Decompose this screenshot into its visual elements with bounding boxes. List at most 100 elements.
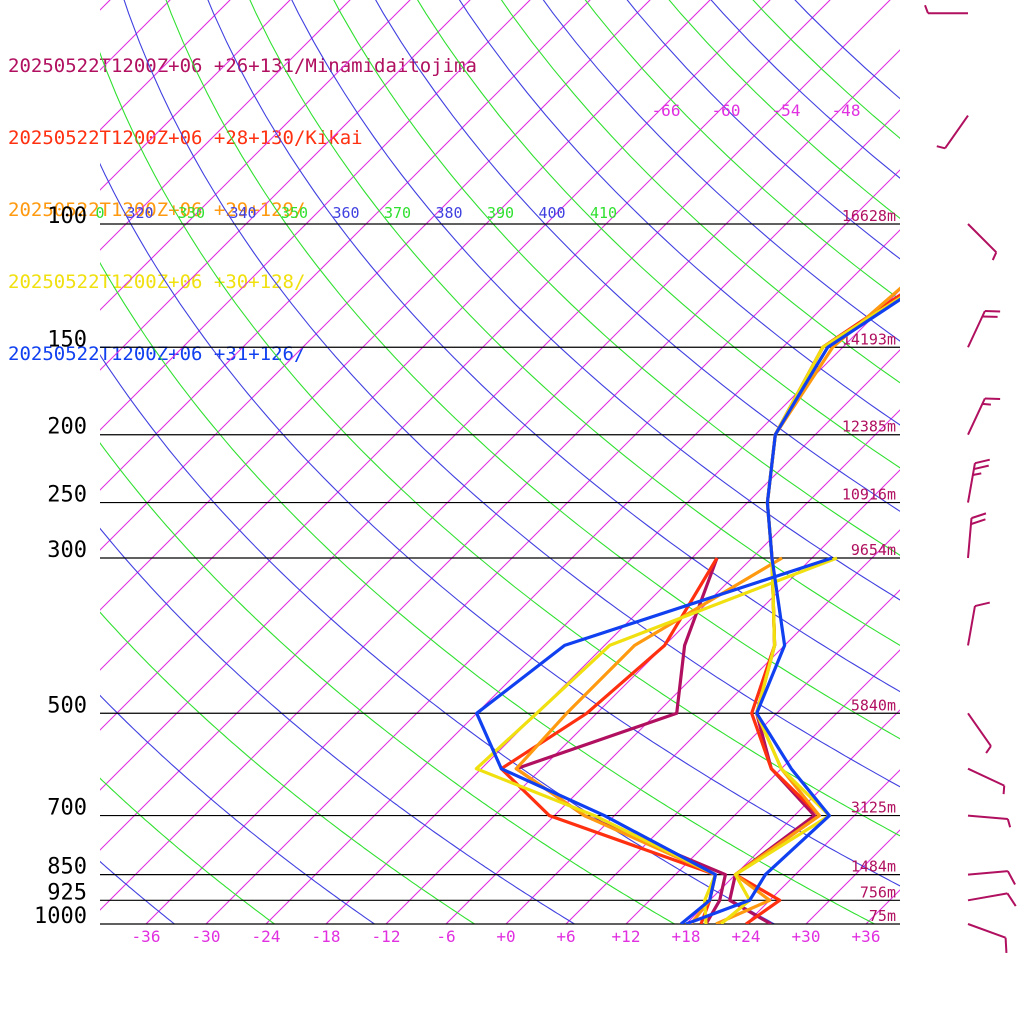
dry-adiabat-line	[416, 0, 900, 469]
isotherm-line	[0, 0, 9, 924]
wind-barb-staff	[967, 310, 986, 348]
dewpoint-line	[474, 556, 838, 924]
isotherm-line	[565, 589, 900, 924]
dry-adiabat-line	[100, 860, 175, 924]
wind-barb-staff	[967, 223, 997, 253]
dewpoint-line	[499, 557, 719, 924]
wind-barb-half	[1006, 818, 1012, 828]
pressure-label: 700	[47, 796, 87, 821]
dry-adiabat-line	[100, 611, 475, 924]
isotherm-line	[445, 469, 900, 924]
wind-barb-staff	[944, 114, 969, 149]
wind-barb-half	[991, 251, 998, 261]
isotherm-line	[0, 0, 69, 924]
pressure-label: 250	[47, 483, 87, 508]
height-label: 5840m	[851, 696, 896, 714]
wind-barb-flag	[973, 464, 989, 471]
wind-barb	[967, 512, 987, 559]
isotherm-line	[385, 409, 900, 924]
isotherm-line	[145, 169, 900, 924]
pressure-label: 1000	[34, 904, 87, 929]
wind-barb	[936, 114, 969, 150]
pressure-label: 200	[47, 415, 87, 440]
wind-barb	[967, 923, 1008, 953]
pressure-label: 925	[47, 880, 87, 905]
dry-adiabat-line	[0, 0, 75, 924]
wind-barb-staff	[967, 767, 1005, 787]
wind-barb-staff	[967, 712, 992, 747]
wind-barb-flag	[970, 518, 986, 526]
theta-label: 390	[487, 204, 514, 222]
dry-adiabat-line	[542, 0, 900, 342]
wind-barb	[967, 601, 991, 646]
height-label: 16628m	[842, 207, 896, 225]
background-grid	[0, 0, 1024, 924]
wind-barb-staff	[967, 605, 976, 646]
height-label: 756m	[860, 883, 896, 901]
dry-adiabat-line	[100, 777, 275, 924]
dry-adiabat-line	[249, 0, 900, 646]
isotherm-line	[100, 0, 351, 251]
wind-barb	[967, 712, 992, 754]
temperature-line	[685, 297, 900, 924]
isotherm-line	[325, 349, 900, 924]
dry-adiabat-line	[100, 261, 875, 924]
x-tick-label: -30	[192, 927, 221, 946]
isotherm-line	[100, 49, 900, 851]
x-tick-label: -36	[132, 927, 161, 946]
dry-adiabat-line	[123, 0, 900, 788]
isotherm-line	[100, 109, 900, 911]
axis-labels: -36 -30 -24 -18 -12 -6 +0 +6 +12 +18 +24 +30 +36 -66 -…	[95, 101, 880, 946]
dry-adiabat-line	[100, 442, 675, 924]
isotherm-line	[100, 0, 711, 611]
pressure-label: 500	[47, 693, 87, 718]
wind-barb	[967, 310, 1001, 348]
height-label: 3125m	[851, 799, 896, 817]
dry-adiabat-line	[375, 0, 900, 512]
x-tick-label: +30	[792, 927, 821, 946]
isotherm-line	[100, 0, 531, 431]
dewpoint-line	[475, 556, 833, 924]
isotherm-line	[625, 649, 900, 924]
x-tick-label: +24	[732, 927, 761, 946]
wind-barb-flag	[971, 512, 987, 520]
isotherm-line	[865, 889, 900, 924]
wind-barb	[967, 223, 998, 261]
isotherm-line	[986, 0, 1024, 924]
wind-barb	[967, 458, 991, 503]
pressure-label: 100	[47, 204, 87, 229]
x-tick-label: +6	[556, 927, 575, 946]
dry-adiabat-line	[710, 0, 900, 179]
x-tick-label: -12	[372, 927, 401, 946]
dry-adiabat-line	[100, 527, 575, 924]
dry-adiabat-line	[100, 162, 900, 887]
legend-entry: 20250522T1200Z+06 +28+130/Kikai	[8, 127, 363, 149]
legend-entry: 20250522T1200Z+06 +30+128/	[8, 271, 306, 293]
wind-barb	[967, 814, 1012, 828]
wind-barb-flag	[1006, 870, 1016, 886]
wind-barb-flag	[982, 315, 998, 318]
wind-barbs	[924, 4, 1017, 953]
dry-adiabat-line	[100, 354, 775, 924]
isotherm-line	[100, 0, 591, 491]
isotherm-line	[265, 289, 900, 924]
wind-barb	[967, 767, 1006, 795]
theta-label: 410	[590, 204, 617, 222]
height-label: 12385m	[842, 418, 896, 436]
isotherm-line	[505, 529, 900, 924]
x-tick-label: +12	[612, 927, 641, 946]
sounding-profiles	[474, 286, 900, 924]
wind-barb	[967, 892, 1017, 907]
dry-adiabat-line	[626, 0, 900, 260]
theta-label: 0	[95, 204, 104, 222]
wind-barb-staff	[967, 923, 1006, 939]
theta-label: 320	[126, 204, 153, 222]
wind-barb-staff	[967, 398, 986, 436]
wind-barb-staff	[967, 892, 1008, 902]
wind-barb	[967, 397, 1001, 436]
theta-label: 380	[435, 204, 462, 222]
wind-barb-staff	[967, 814, 1008, 821]
wind-barb-half	[936, 145, 946, 150]
isotherm-line	[100, 0, 831, 731]
